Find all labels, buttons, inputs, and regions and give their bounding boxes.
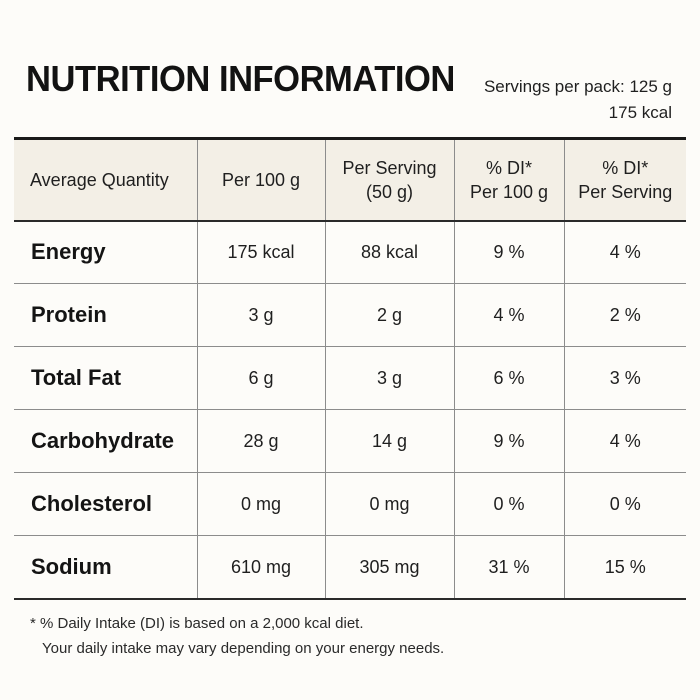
value-per-serving: 2 g	[324, 283, 454, 347]
servings-per-pack: Servings per pack: 125 g	[483, 77, 672, 96]
nutrient-name: Sodium	[14, 535, 197, 600]
di-per-100g: 9 %	[453, 409, 564, 473]
value-per-100g: 3 g	[196, 283, 325, 347]
column-header-per-serving: Per Serving (50 g)	[324, 137, 454, 222]
di-per-serving: 4 %	[563, 409, 686, 473]
column-header-di-per-serving: % DI* Per Serving	[563, 137, 686, 222]
nutrient-name: Carbohydrate	[14, 409, 197, 473]
nutrient-name: Cholesterol	[14, 472, 197, 536]
value-per-100g: 0 mg	[196, 472, 325, 536]
nutrition-table: Average Quantity Per 100 g Per Serving (…	[14, 137, 686, 600]
value-per-serving: 0 mg	[324, 472, 454, 536]
di-per-100g: 6 %	[453, 346, 564, 410]
value-per-serving: 88 kcal	[324, 220, 454, 284]
table-row: Carbohydrate 28 g 14 g 9 % 4 %	[14, 409, 686, 473]
value-per-serving: 14 g	[324, 409, 454, 473]
nutrient-name: Total Fat	[14, 346, 197, 410]
table-row: Protein 3 g 2 g 4 % 2 %	[14, 283, 686, 347]
table-row: Energy 175 kcal 88 kcal 9 % 4 %	[14, 220, 686, 284]
serving-energy: 175 kcal	[608, 103, 672, 122]
di-per-100g: 0 %	[453, 472, 564, 536]
di-per-serving: 3 %	[563, 346, 686, 410]
di-per-100g: 9 %	[453, 220, 564, 284]
di-per-serving: 4 %	[563, 220, 686, 284]
value-per-serving: 3 g	[324, 346, 454, 410]
table-row: Total Fat 6 g 3 g 6 % 3 %	[14, 346, 686, 410]
di-per-serving: 2 %	[563, 283, 686, 347]
value-per-100g: 6 g	[196, 346, 325, 410]
di-per-serving: 15 %	[563, 535, 686, 600]
value-per-100g: 610 mg	[196, 535, 325, 600]
column-header-di-per-100g: % DI* Per 100 g	[453, 137, 564, 222]
label-title: NUTRITION INFORMATION	[26, 58, 455, 99]
value-per-serving: 305 mg	[324, 535, 454, 600]
table-header-row: Average Quantity Per 100 g Per Serving (…	[14, 137, 686, 222]
table-row: Sodium 610 mg 305 mg 31 % 15 %	[14, 535, 686, 600]
nutrient-name: Protein	[14, 283, 197, 347]
footnote-line-2: Your daily intake may vary depending on …	[42, 640, 445, 657]
value-per-100g: 28 g	[196, 409, 325, 473]
servings-info: Servings per pack: 125 g 175 kcal	[484, 74, 672, 126]
column-header-per-100g: Per 100 g	[196, 137, 325, 222]
footnote: * % Daily Intake (DI) is based on a 2,00…	[30, 611, 444, 661]
nutrient-name: Energy	[14, 220, 197, 284]
footnote-line-1: * % Daily Intake (DI) is based on a 2,00…	[30, 615, 364, 632]
di-per-100g: 31 %	[453, 535, 564, 600]
di-per-100g: 4 %	[453, 283, 564, 347]
column-header-average-quantity: Average Quantity	[14, 137, 197, 222]
value-per-100g: 175 kcal	[196, 220, 325, 284]
table-row: Cholesterol 0 mg 0 mg 0 % 0 %	[14, 472, 686, 536]
di-per-serving: 0 %	[563, 472, 686, 536]
